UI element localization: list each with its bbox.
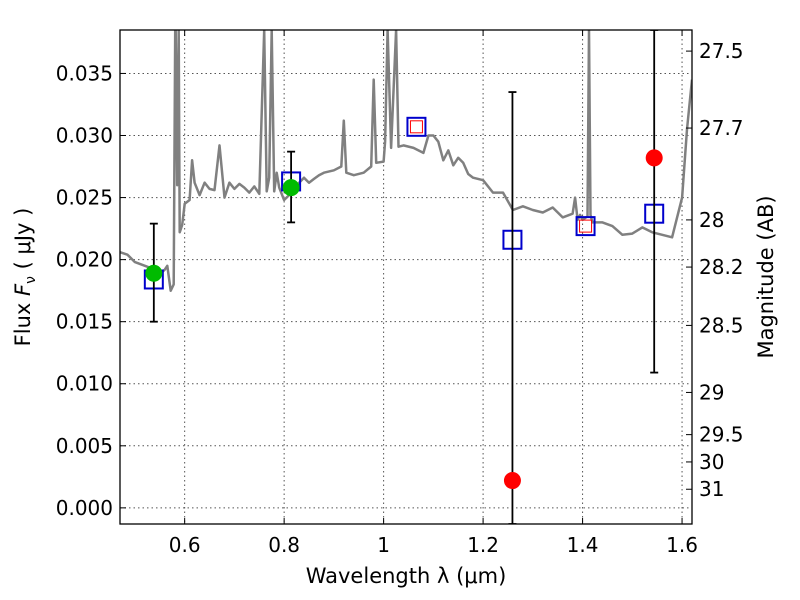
observed-flux-point xyxy=(503,472,521,490)
y-axis-label: Flux Fν ( μJy ) xyxy=(11,208,39,347)
y2-tick-label: 27.7 xyxy=(699,116,744,140)
x-tick-label: 1.6 xyxy=(666,533,698,557)
model-flux-box xyxy=(406,116,427,137)
model-flux-box-small xyxy=(579,219,593,233)
y2-tick-label: 28 xyxy=(699,208,724,232)
plot-frame xyxy=(119,29,693,525)
y-tick-label: 0.020 xyxy=(56,248,113,272)
x-tick-label: 1 xyxy=(377,533,390,557)
x-tick-label: 1.2 xyxy=(467,533,499,557)
observed-flux-point xyxy=(282,179,300,197)
tick-labels: 0.6 0.8 1 1.2 1.4 1.6 0.000 0.005 0.010 0.015 0.02… xyxy=(56,39,744,557)
y2-tick-label: 28.2 xyxy=(699,255,744,279)
model-spectrum-line xyxy=(120,30,692,292)
axis-ticks xyxy=(120,30,692,524)
grid-lines xyxy=(120,30,692,524)
y2-axis-label: Magnitude (AB) xyxy=(754,195,778,358)
y-tick-label: 0.030 xyxy=(56,124,113,148)
observed-flux-point xyxy=(145,264,163,282)
model-flux-box xyxy=(575,216,596,237)
y-tick-label: 0.000 xyxy=(56,496,113,520)
data-points-layer xyxy=(143,30,665,524)
x-axis-label: Wavelength λ (μm) xyxy=(306,564,507,588)
y2-tick-label: 29.5 xyxy=(699,423,744,447)
y-tick-label: 0.025 xyxy=(56,186,113,210)
y-tick-label: 0.005 xyxy=(56,434,113,458)
y-tick-label: 0.035 xyxy=(56,61,113,85)
y2-tick-label: 31 xyxy=(699,477,724,501)
spectrum-layer xyxy=(120,30,692,292)
y2-tick-label: 30 xyxy=(699,450,724,474)
y-tick-label: 0.015 xyxy=(56,310,113,334)
model-flux-box-small xyxy=(409,120,423,134)
y-tick-label: 0.010 xyxy=(56,372,113,396)
y2-tick-label: 29 xyxy=(699,380,724,404)
y2-tick-label: 28.5 xyxy=(699,313,744,337)
observed-flux-point xyxy=(645,149,663,167)
x-tick-label: 1.4 xyxy=(567,533,599,557)
x-tick-label: 0.8 xyxy=(268,533,300,557)
y2-tick-label: 27.5 xyxy=(699,39,744,63)
x-tick-label: 0.6 xyxy=(169,533,201,557)
